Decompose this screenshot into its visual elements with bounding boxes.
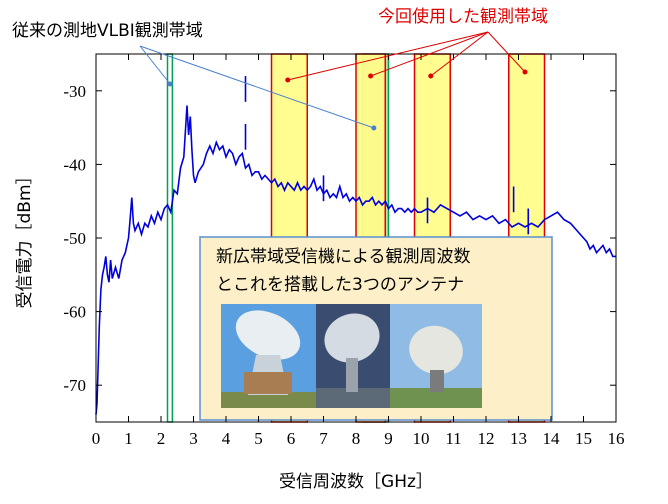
x-tick-label-9: 9 [384, 429, 393, 448]
x-tick-label-4: 4 [222, 429, 231, 448]
x-axis-ticks: 0 1 2 3 4 5 6 7 8 9 10 11 12 13 14 15 16 [92, 54, 625, 448]
x-tick-label-5: 5 [254, 429, 263, 448]
arrow-used-1 [370, 31, 489, 77]
antenna-photo-medium [316, 304, 390, 408]
annotation-used-bands: 今回使用した観測帯域 [378, 6, 548, 27]
arrow-head-used-3 [522, 69, 528, 75]
arrow-head-used-2 [428, 73, 434, 79]
x-tick-label-8: 8 [352, 429, 361, 448]
x-tick-label-11: 11 [445, 429, 461, 448]
antenna-photo-small [390, 304, 482, 408]
arrow-used-2 [430, 31, 489, 77]
x-tick-label-12: 12 [478, 429, 495, 448]
x-tick-label-10: 10 [413, 429, 430, 448]
y-tick-label--70: -70 [63, 376, 86, 395]
caption-line-1: 新広帯域受信機による観測周波数 [216, 247, 471, 267]
arrow-conventional-1 [139, 45, 375, 129]
x-tick-label-7: 7 [319, 429, 328, 448]
arrow-used-3 [487, 31, 526, 73]
y-tick-label--60: -60 [63, 303, 86, 322]
arrow-used-0 [287, 31, 489, 81]
x-tick-label-15: 15 [575, 429, 592, 448]
series-layer [95, 76, 616, 415]
x-tick-label-13: 13 [510, 429, 527, 448]
x-axis-title: 受信周波数［GHz］ [279, 472, 433, 492]
arrow-head-used-0 [285, 77, 291, 83]
x-tick-label-2: 2 [157, 429, 166, 448]
series-line-0 [95, 105, 616, 415]
y-axis-ticks: -30 -40 -50 -60 -70 [63, 82, 616, 395]
y-axis-title: 受信電力［dBm］ [15, 167, 35, 308]
arrow-conventional-0 [139, 45, 171, 85]
caption-box: 新広帯域受信機による観測周波数 とこれを搭載した3つのアンテナ [199, 236, 553, 421]
y-tick-label--30: -30 [63, 82, 86, 101]
y-tick-label--50: -50 [63, 229, 86, 248]
x-tick-label-3: 3 [189, 429, 198, 448]
x-tick-label-6: 6 [287, 429, 296, 448]
annotation-conventional-bands: 従来の測地VLBI観測帯域 [12, 21, 203, 41]
arrow-head-conventional-0 [167, 81, 173, 87]
caption-line-2: とこれを搭載した3つのアンテナ [216, 275, 464, 295]
antenna-photo-large [221, 304, 316, 408]
y-tick-label--40: -40 [63, 155, 86, 174]
x-tick-label-16: 16 [608, 429, 625, 448]
arrow-head-conventional-1 [371, 125, 377, 131]
arrow-head-used-1 [368, 73, 374, 79]
annotations: 従来の測地VLBI観測帯域 今回使用した観測帯域 [12, 6, 548, 131]
band-conventional-0 [166, 53, 174, 423]
x-tick-label-0: 0 [92, 429, 101, 448]
x-tick-label-14: 14 [543, 429, 561, 448]
x-tick-label-1: 1 [124, 429, 133, 448]
